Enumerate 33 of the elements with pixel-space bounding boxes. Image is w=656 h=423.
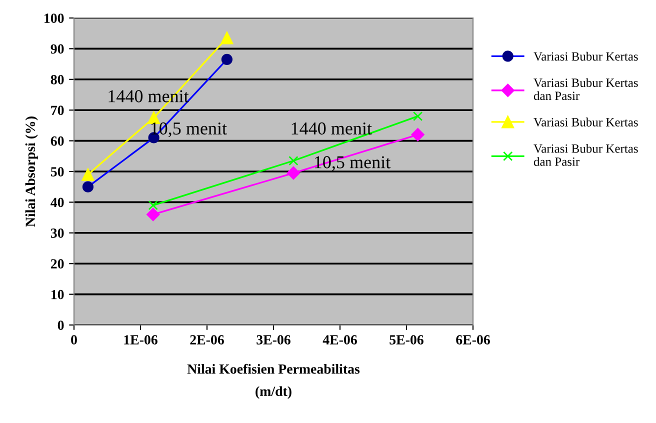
- point: [412, 111, 423, 122]
- legend-label: Variasi Bubur Kertas: [534, 52, 638, 61]
- legend-label: Variasi Bubur Kertas: [534, 118, 638, 127]
- x-tick-label: 3E-06: [256, 335, 290, 344]
- y-tick-label: 30: [50, 228, 64, 238]
- y-tick-label: 100: [44, 14, 64, 23]
- y-tick-label: 60: [50, 136, 64, 146]
- x-tick-label: 4E-06: [322, 335, 357, 344]
- x-tick-label: 6E-06: [456, 335, 490, 344]
- x-tick-label: 5E-06: [390, 335, 424, 344]
- x-axis-title: Nilai Koefisien Permeabilitas (m/dt): [187, 364, 360, 399]
- legend-label: Variasi Bubur Kertas dan Pasir: [534, 144, 638, 166]
- y-tick-label: 80: [50, 74, 64, 84]
- y-axis-title: Nilai Absorpsi (%): [25, 116, 38, 227]
- point: [220, 32, 234, 44]
- legend-label: Variasi Bubur Kertas dan Pasir: [534, 78, 638, 100]
- point: [146, 208, 160, 222]
- point: [82, 168, 94, 181]
- y-tick-label: 40: [50, 198, 64, 208]
- point: [411, 128, 424, 142]
- x-tick-label: 0: [71, 335, 77, 344]
- y-tick-label: 70: [51, 106, 64, 116]
- annotation: 1440 menit: [292, 122, 372, 135]
- point: [286, 166, 300, 180]
- y-tick-label: 20: [50, 259, 64, 269]
- x-tick-label: 1E-06: [124, 335, 158, 344]
- point: [148, 200, 158, 210]
- x-tick-label: 2E-06: [190, 335, 224, 344]
- y-tick-label: 10: [52, 290, 64, 300]
- y-tick-label: 90: [50, 44, 64, 54]
- y-tick-label: 0: [58, 320, 64, 330]
- y-tick-label: 50: [50, 167, 64, 176]
- point: [288, 156, 298, 166]
